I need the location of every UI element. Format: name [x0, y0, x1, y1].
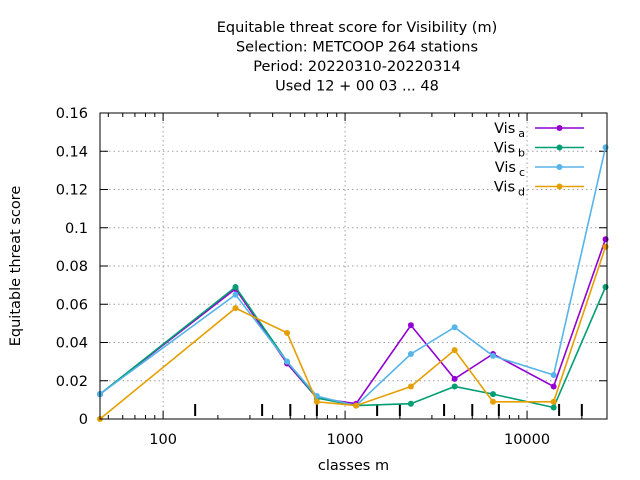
y-tick-label: 0.1 — [65, 221, 88, 237]
series-line-a — [99, 238, 607, 405]
data-point — [284, 358, 291, 365]
data-point — [490, 352, 497, 359]
title-line: Selection: METCOOP 264 stations — [236, 40, 478, 56]
data-point — [550, 372, 557, 379]
data-point — [602, 144, 609, 151]
data-point — [451, 383, 458, 390]
data-point — [451, 324, 458, 331]
y-tick-label: 0 — [79, 412, 88, 428]
legend-marker — [556, 164, 563, 170]
title-line: Used 12 + 00 03 ... 48 — [275, 79, 439, 95]
y-tick-label: 0.08 — [56, 259, 88, 275]
y-tick-label: 0.12 — [56, 183, 88, 199]
data-point — [407, 322, 414, 329]
data-point — [313, 398, 320, 405]
y-tick-label: 0.02 — [56, 374, 88, 390]
x-tick-label: 100 — [149, 432, 177, 448]
data-point — [284, 329, 291, 336]
grid-lines — [100, 113, 607, 419]
data-point — [451, 375, 458, 382]
legend-marker — [556, 144, 563, 151]
legend-marker — [556, 125, 563, 131]
data-point — [602, 236, 609, 243]
series-line-b — [99, 285, 607, 409]
series-line-c — [99, 147, 607, 407]
legend-label: Vis c — [495, 160, 525, 179]
x-axis-label: classes m — [318, 458, 389, 474]
title-line: Period: 20220310-20220314 — [253, 59, 461, 75]
data-point — [602, 243, 609, 250]
data-point — [407, 400, 414, 407]
axis-ticks: 0 0.02 0.04 0.06 0.08 0.1 0.12 0.14 0.16 100 1000 1… — [56, 106, 607, 448]
legend-label: Vis d — [494, 180, 525, 199]
x-tick-label: 1000 — [327, 432, 364, 448]
y-tick-label: 0.04 — [56, 336, 88, 352]
data-point — [602, 284, 609, 291]
x-tick-label: 10000 — [504, 432, 550, 448]
series-line-d — [99, 246, 607, 420]
legend-label: Vis a — [494, 121, 525, 140]
data-point — [550, 404, 557, 411]
data-point — [550, 383, 557, 390]
data-point — [232, 305, 239, 312]
legend-label: Vis b — [494, 141, 525, 160]
y-tick-label: 0.16 — [56, 106, 88, 122]
y-axis-label: Equitable threat score — [8, 186, 24, 347]
title-line: Equitable threat score for Visibility (m… — [217, 20, 497, 36]
plot-frame — [99, 112, 608, 420]
chart-title: Equitable threat score for Visibility (m… — [217, 20, 497, 95]
legend-marker — [556, 183, 563, 190]
data-point — [451, 347, 458, 354]
data-point — [407, 383, 414, 390]
data-point — [407, 350, 414, 357]
data-point — [353, 402, 360, 409]
data-point — [232, 284, 239, 291]
data-point — [232, 291, 239, 298]
y-tick-label: 0.14 — [56, 144, 88, 160]
data-point — [550, 398, 557, 405]
data-point — [490, 398, 497, 405]
y-tick-label: 0.06 — [56, 297, 88, 313]
data-point — [490, 391, 497, 398]
